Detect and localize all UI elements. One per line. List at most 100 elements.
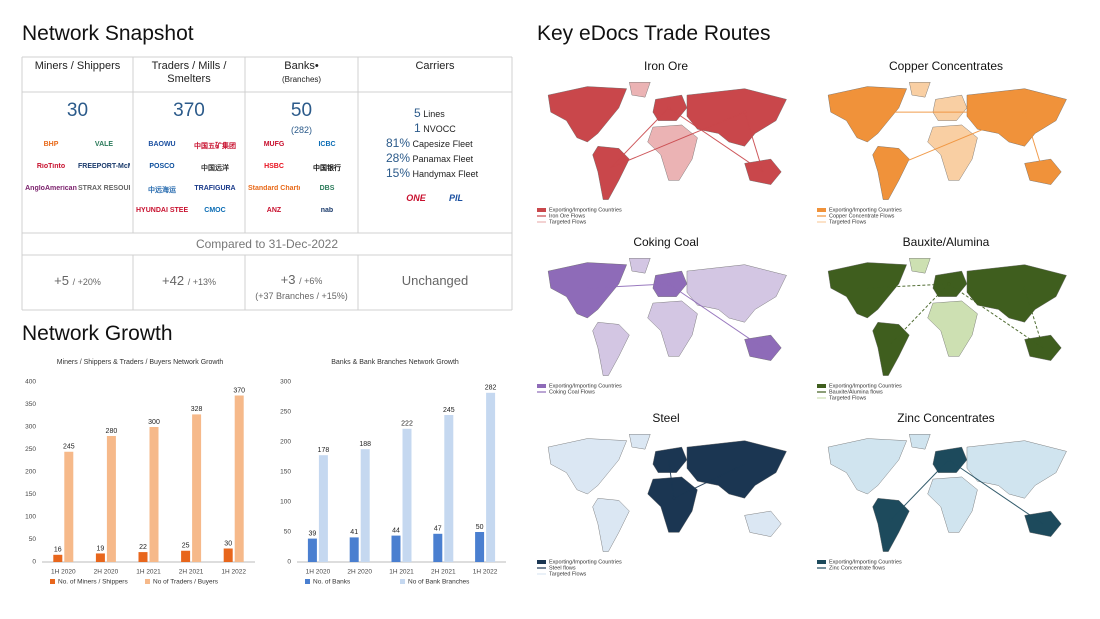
bar <box>402 428 412 562</box>
y-tick-label: 300 <box>280 379 291 386</box>
landmass <box>909 82 931 98</box>
value-label: 50 <box>476 524 484 531</box>
legend-label: Exporting/Importing Countries <box>829 559 902 565</box>
legend-label: No. of Banks <box>313 579 351 586</box>
flow-line <box>890 459 949 520</box>
landmass <box>872 146 910 200</box>
landmass <box>652 446 688 473</box>
fleet-value: 81% <box>386 136 411 150</box>
flow-line <box>948 283 1044 349</box>
bar <box>64 451 74 562</box>
x-tick-label: 2H 2021 <box>179 569 204 576</box>
logo: TRAFIGURA <box>194 185 236 192</box>
flow-line <box>948 459 1044 525</box>
value-label: 370 <box>233 387 245 394</box>
change-value: +5 <box>54 273 69 288</box>
landmass <box>629 434 651 450</box>
landmass <box>547 86 627 143</box>
landmass <box>966 440 1067 499</box>
legend-label: Iron Ore Flows <box>549 213 585 219</box>
map-title: Zinc Concentrates <box>897 411 994 425</box>
flow-end <box>947 458 951 462</box>
bar <box>181 550 191 562</box>
flow-end <box>667 282 671 286</box>
map-title: Bauxite/Alumina <box>903 235 990 249</box>
compared-note: Compared to 31-Dec-2022 <box>195 237 339 251</box>
value-label: 44 <box>392 527 400 534</box>
value-label: 41 <box>350 529 358 536</box>
value-label: 30 <box>224 540 232 547</box>
legend-swatch <box>817 384 826 388</box>
change-pct: / +20% <box>72 277 101 287</box>
column-header-note: (Branches) <box>281 75 322 84</box>
value-label: 25 <box>182 543 190 550</box>
fleet-value: 28% <box>386 151 411 165</box>
change-value: +42 <box>162 273 185 288</box>
column-header: Miners / Shippers <box>34 60 121 72</box>
fleet-value: 5 <box>414 106 421 120</box>
logo: ANZ <box>266 207 282 214</box>
logo: HSBC <box>264 163 284 170</box>
y-tick-label: 50 <box>29 536 37 543</box>
legend-label: Bauxite/Alumina flows <box>829 389 883 395</box>
fleet-label: NVOCC <box>423 124 456 134</box>
flow-end <box>743 110 747 114</box>
legend-label: Targeted Flows <box>549 571 587 577</box>
fleet-label: Panamax Fleet <box>412 154 474 164</box>
fleet-line: 1 NVOCC <box>414 121 456 135</box>
count: 370 <box>173 100 205 121</box>
landmass <box>827 86 907 143</box>
x-tick-label: 1H 2021 <box>389 569 414 576</box>
legend-swatch <box>537 208 546 212</box>
logo: CMOC <box>204 207 226 214</box>
landmass <box>827 262 907 319</box>
value-label: 188 <box>359 441 371 448</box>
x-tick-label: 2H 2020 <box>347 569 372 576</box>
value-label: 47 <box>434 526 442 533</box>
flow-end <box>667 106 671 110</box>
y-tick-label: 200 <box>280 439 291 446</box>
map-title: Coking Coal <box>633 235 698 249</box>
value-label: 280 <box>106 428 118 435</box>
x-tick-label: 1H 2021 <box>136 569 161 576</box>
map-title: Iron Ore <box>644 59 688 73</box>
logo: BAOWU <box>148 141 176 148</box>
flow-end <box>947 282 951 286</box>
flow-line <box>668 459 675 499</box>
chart-title: Miners / Shippers & Traders / Buyers Net… <box>57 359 224 366</box>
bar <box>192 414 202 562</box>
landmass <box>744 510 782 537</box>
logo: ONE <box>406 193 426 203</box>
value-label: 328 <box>191 406 203 413</box>
bar <box>234 395 244 562</box>
legend-label: Exporting/Importing Countries <box>829 383 902 389</box>
fleet-value: 1 <box>414 121 421 135</box>
y-tick-label: 200 <box>25 469 36 476</box>
landmass <box>686 440 787 499</box>
value-label: 19 <box>97 545 105 552</box>
change-value: Unchanged <box>401 273 469 288</box>
y-tick-label: 250 <box>25 446 36 453</box>
legend-label: Exporting/Importing Countries <box>829 207 902 213</box>
value-label: 22 <box>139 544 147 551</box>
fleet-label: Lines <box>423 109 445 119</box>
y-tick-label: 100 <box>280 499 291 506</box>
value-label: 245 <box>443 407 455 414</box>
bar <box>486 392 496 562</box>
logo: FREEPORT-McMoRan <box>78 163 130 170</box>
flow-line <box>890 111 1025 169</box>
landmass <box>629 258 651 274</box>
landmass <box>547 438 627 495</box>
chart-title: Banks & Bank Branches Network Growth <box>331 359 459 366</box>
change: +3 / +6% (+37 Branches / +15%) <box>245 272 358 302</box>
count: 30 <box>66 100 89 121</box>
landmass <box>932 94 968 121</box>
logo: nab <box>320 207 334 214</box>
logo: POSCO <box>149 163 175 170</box>
flow-line <box>610 111 745 169</box>
legend-label: Exporting/Importing Countries <box>549 383 622 389</box>
fleet-label: Handymax Fleet <box>412 169 479 179</box>
bar <box>149 427 159 562</box>
legend-label: Zinc Concentrate flows <box>829 565 885 571</box>
